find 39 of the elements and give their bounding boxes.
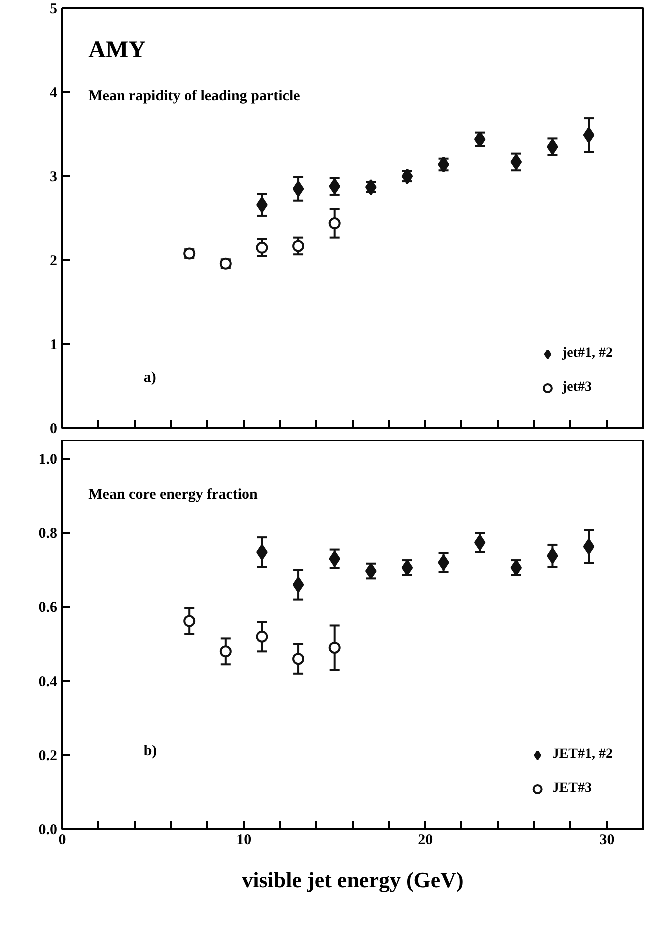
legend-label: jet#3 xyxy=(562,380,592,396)
point xyxy=(328,218,341,230)
point xyxy=(292,653,305,666)
x-tick-label: 30 xyxy=(600,832,615,848)
point xyxy=(292,240,305,252)
y-tick-label: 0.6 xyxy=(38,600,58,616)
annotation: b) xyxy=(144,744,158,760)
point xyxy=(184,615,196,628)
annotation: AMY xyxy=(88,38,146,64)
y-tick-label: 0.4 xyxy=(38,674,58,690)
y-tick-label: 0.8 xyxy=(38,526,58,542)
point xyxy=(583,538,595,555)
point xyxy=(292,576,304,593)
annotation: a) xyxy=(144,370,156,386)
y-tick-label: 5 xyxy=(50,2,58,18)
point xyxy=(328,642,341,654)
y-tick-label: 0 xyxy=(50,422,58,438)
point xyxy=(329,551,341,568)
x-tick-label: 10 xyxy=(236,832,252,848)
y-tick-label: 2 xyxy=(50,254,58,270)
point xyxy=(256,630,268,643)
legend-label: JET#3 xyxy=(552,781,592,797)
y-tick-label: 1.0 xyxy=(38,452,58,468)
x-tick-label: 20 xyxy=(418,832,434,848)
point xyxy=(474,534,486,551)
point xyxy=(583,127,595,144)
x-axis-title: visible jet energy (GeV) xyxy=(242,868,464,892)
point xyxy=(256,242,268,254)
legend-label: jet#1, #2 xyxy=(562,346,613,362)
point xyxy=(292,181,304,198)
y-tick-label: 4 xyxy=(50,86,58,102)
annotation: Mean rapidity of leading particle xyxy=(88,88,301,105)
y-tick-label: 0.2 xyxy=(38,748,58,764)
y-tick-label: 1 xyxy=(50,338,58,354)
point xyxy=(220,646,232,658)
legend-label: JET#1, #2 xyxy=(552,747,613,763)
annotation: Mean core energy fraction xyxy=(88,486,259,503)
y-tick-label: 0.0 xyxy=(38,822,58,838)
y-tick-label: 3 xyxy=(50,170,58,186)
